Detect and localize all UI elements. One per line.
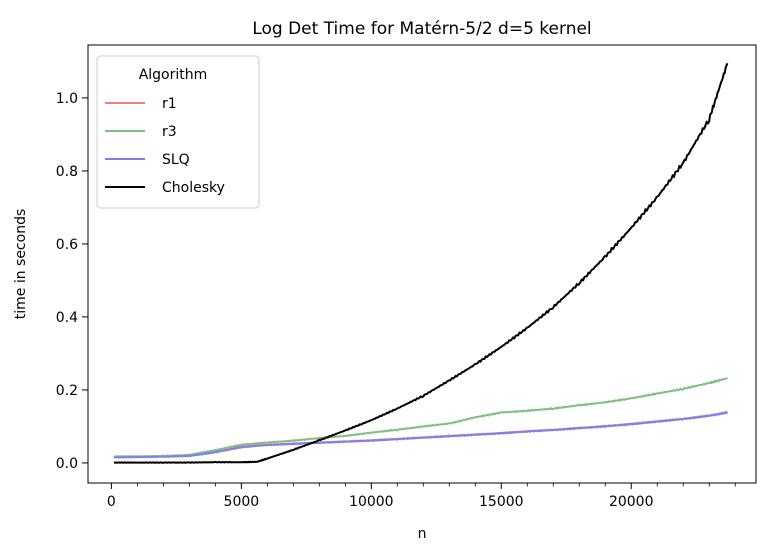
legend: Algorithm r1 r3 SLQ Cholesky — [96, 55, 260, 209]
axes-frame — [87, 44, 757, 484]
x-tick-label: 10000 — [349, 494, 394, 510]
y-tick-label: 0.6 — [56, 237, 78, 253]
series-line-cholesky — [113, 62, 729, 464]
series-line-r3 — [113, 377, 728, 458]
legend-title: Algorithm — [139, 67, 208, 83]
plot-area — [113, 62, 729, 464]
legend-label-r3: r3 — [162, 124, 177, 140]
y-axis-label: time in seconds — [13, 209, 29, 320]
x-tick-label: 20000 — [609, 494, 654, 510]
x-axis-label: n — [418, 526, 427, 542]
series-line-r1 — [113, 410, 728, 459]
y-tick-label: 0.8 — [56, 164, 78, 180]
x-tick-label: 5000 — [224, 494, 260, 510]
legend-label-slq: SLQ — [162, 152, 190, 168]
legend-label-r1: r1 — [162, 96, 177, 112]
x-tick-label: 15000 — [479, 494, 524, 510]
y-tick-label: 0.2 — [56, 383, 78, 399]
y-tick-label: 0.0 — [56, 456, 78, 472]
axis-ticks: 0 5000 10000 15000 20000 0.0 0.2 0.4 0.6 0.8 1.0 — [56, 91, 736, 510]
x-tick-label: 0 — [107, 494, 116, 510]
chart-title: Log Det Time for Matérn-5/2 d=5 kernel — [252, 19, 591, 39]
legend-box — [96, 55, 260, 209]
y-tick-label: 1.0 — [56, 91, 78, 107]
y-tick-label: 0.4 — [56, 310, 78, 326]
series-line-slq — [113, 411, 728, 459]
legend-label-cholesky: Cholesky — [162, 180, 225, 196]
